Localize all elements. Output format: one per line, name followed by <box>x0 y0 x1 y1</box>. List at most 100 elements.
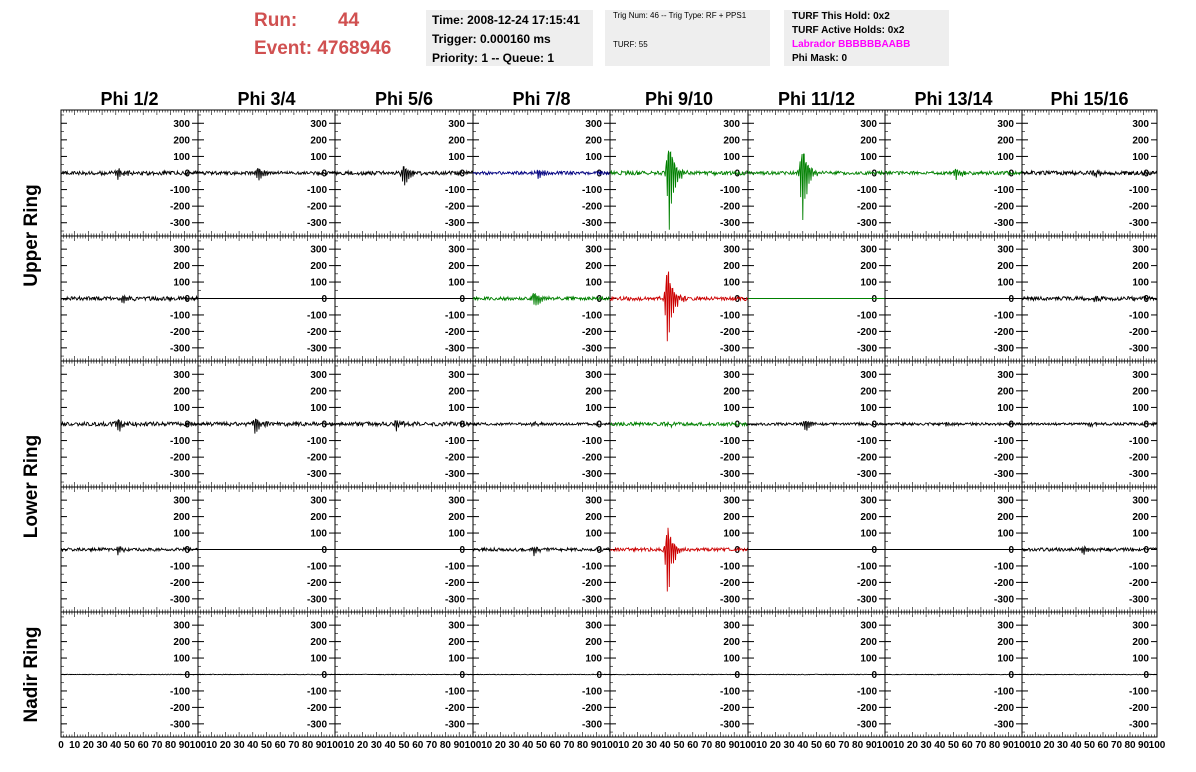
y-tick-label: 300 <box>173 370 190 381</box>
waveform-trace <box>335 419 474 432</box>
trig-info-box: Trig Num: 46 -- Trig Type: RF + PPS1 TUR… <box>605 10 770 66</box>
y-tick-label: 100 <box>448 654 465 665</box>
y-tick-label: 0 <box>1143 420 1149 431</box>
y-tick-label: -300 <box>582 218 602 229</box>
y-tick-label: -200 <box>720 202 740 213</box>
y-tick-label: -100 <box>445 686 465 697</box>
y-tick-label: 200 <box>310 386 327 397</box>
y-tick-label: -300 <box>445 218 465 229</box>
y-tick-label: 100 <box>997 278 1014 289</box>
y-tick-label: 300 <box>173 119 190 130</box>
priority-text: Priority: 1 -- Queue: 1 <box>432 51 555 65</box>
y-tick-label: 100 <box>173 654 190 665</box>
y-tick-label: -300 <box>994 343 1014 354</box>
y-tick-label: 100 <box>310 529 327 540</box>
y-tick-label: -100 <box>582 561 602 572</box>
phi-header: Phi 11/12 <box>778 89 855 109</box>
y-tick-label: -200 <box>994 202 1014 213</box>
waveform-trace <box>472 420 611 428</box>
y-tick-label: -200 <box>170 578 190 589</box>
y-tick-label: 100 <box>173 403 190 414</box>
y-tick-label: 300 <box>723 496 740 507</box>
y-tick-label: -300 <box>307 343 327 354</box>
turf-active-text: TURF Active Holds: 0x2 <box>792 25 905 36</box>
y-tick-label: 100 <box>723 403 740 414</box>
y-tick-label: 100 <box>723 152 740 163</box>
y-tick-label: -200 <box>445 202 465 213</box>
y-tick-label: 200 <box>173 386 190 397</box>
labrador-text: Labrador BBBBBBAABB <box>792 39 911 50</box>
y-tick-label: 300 <box>1132 496 1149 507</box>
waveform-trace <box>472 293 611 306</box>
y-tick-label: 200 <box>1132 512 1149 523</box>
y-tick-label: -300 <box>170 343 190 354</box>
y-tick-label: -200 <box>994 578 1014 589</box>
y-tick-label: 100 <box>723 278 740 289</box>
y-tick-label: -100 <box>720 561 740 572</box>
y-tick-label: -300 <box>1129 469 1149 480</box>
y-tick-label: 200 <box>860 386 877 397</box>
y-tick-label: 0 <box>321 294 327 305</box>
y-tick-label: 200 <box>448 637 465 648</box>
y-tick-label: 200 <box>585 512 602 523</box>
y-tick-label: 200 <box>310 135 327 146</box>
time-text: Time: 2008-12-24 17:15:41 <box>432 13 580 27</box>
y-tick-label: -300 <box>720 594 740 605</box>
waveform-trace <box>1021 420 1158 429</box>
y-tick-label: -200 <box>720 578 740 589</box>
y-tick-label: 300 <box>860 245 877 256</box>
y-tick-label: -200 <box>170 327 190 338</box>
y-tick-label: 300 <box>585 370 602 381</box>
y-tick-label: -100 <box>582 310 602 321</box>
y-tick-label: 200 <box>723 261 740 272</box>
y-tick-label: 300 <box>997 370 1014 381</box>
y-tick-label: -100 <box>307 436 327 447</box>
y-tick-label: 0 <box>459 294 465 305</box>
y-tick-label: 100 <box>1132 152 1149 163</box>
y-tick-label: 100 <box>585 403 602 414</box>
y-tick-label: 300 <box>448 496 465 507</box>
y-tick-label: 0 <box>321 420 327 431</box>
y-tick-label: -200 <box>170 202 190 213</box>
y-tick-label: 200 <box>997 135 1014 146</box>
y-tick-label: -100 <box>582 436 602 447</box>
waveform-trace <box>334 166 474 186</box>
y-tick-label: 300 <box>448 621 465 632</box>
y-tick-label: 100 <box>310 278 327 289</box>
y-tick-label: 100 <box>997 152 1014 163</box>
y-tick-label: -100 <box>1129 561 1149 572</box>
y-tick-label: 0 <box>871 294 877 305</box>
waveform-trace <box>609 421 749 429</box>
waveform-trace <box>197 167 336 181</box>
waveform-trace <box>60 419 199 432</box>
y-tick-label: 200 <box>310 637 327 648</box>
y-tick-label: -100 <box>720 436 740 447</box>
y-tick-label: 300 <box>860 370 877 381</box>
y-tick-label: 200 <box>448 261 465 272</box>
y-tick-label: 300 <box>723 370 740 381</box>
y-tick-label: 300 <box>310 370 327 381</box>
y-tick-label: -100 <box>857 436 877 447</box>
phi-header: Phi 3/4 <box>237 89 295 109</box>
waveform-trace <box>884 421 1023 427</box>
phi-header: Phi 7/8 <box>512 89 570 109</box>
y-tick-label: -300 <box>445 594 465 605</box>
y-tick-label: -300 <box>857 218 877 229</box>
y-tick-label: 0 <box>321 545 327 556</box>
y-tick-label: -100 <box>994 561 1014 572</box>
y-tick-label: -100 <box>582 185 602 196</box>
y-tick-label: -100 <box>857 185 877 196</box>
y-tick-label: -200 <box>857 453 877 464</box>
y-tick-label: -100 <box>994 185 1014 196</box>
y-tick-label: -200 <box>307 578 327 589</box>
phi-header: Phi 15/16 <box>1050 89 1128 109</box>
y-tick-label: 300 <box>173 621 190 632</box>
y-tick-label: 100 <box>585 278 602 289</box>
event-value: 4768946 <box>317 38 392 59</box>
y-tick-label: 300 <box>310 621 327 632</box>
y-tick-label: 100 <box>173 278 190 289</box>
waveform-trace <box>197 673 336 676</box>
y-tick-label: 0 <box>459 420 465 431</box>
event-label: Event: 4768946 <box>254 38 391 60</box>
y-tick-label: 200 <box>173 637 190 648</box>
